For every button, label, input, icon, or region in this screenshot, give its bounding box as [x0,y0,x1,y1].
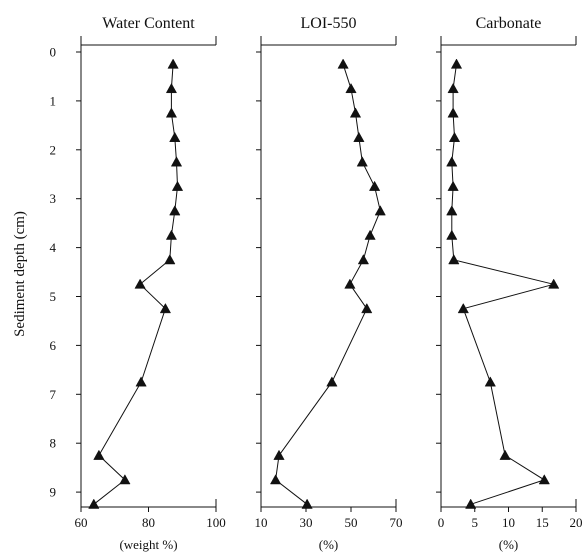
x-tick-label: 10 [502,515,515,530]
x-tick-label: 70 [390,515,403,530]
x-axis-label: (weight %) [119,537,177,552]
series-line [275,64,381,505]
panel-carbonate: Carbonate 0 5 10 15 20 (%) [436,15,583,552]
x-axis-label: (%) [499,537,519,552]
depth-tick-label: 4 [50,240,57,255]
x-tick-label: 10 [255,515,268,530]
data-point [368,180,381,191]
data-point [361,302,373,314]
data-point [135,376,147,387]
data-point [165,82,178,94]
data-point [93,449,105,460]
data-point [357,254,370,265]
data-point [171,180,184,191]
panel-title: Carbonate [476,15,542,32]
depth-tick-label: 9 [50,485,57,500]
panel-title: LOI-550 [301,15,357,32]
data-point [273,449,285,460]
depth-tick-label: 8 [50,436,57,451]
data-point [465,498,477,509]
panel-loi-550: LOI-550 10 30 50 70 (%) [255,15,403,552]
data-point [446,229,458,240]
data-point [447,82,459,94]
data-point [457,302,469,314]
depth-tick-label: 7 [50,387,57,402]
data-point [301,498,313,509]
x-tick-label: 80 [142,515,155,530]
data-point [344,278,356,289]
data-point [448,131,461,142]
data-point [484,376,496,387]
depth-tick-label: 0 [50,45,57,60]
x-tick-label: 60 [75,515,88,530]
x-tick-label: 50 [345,515,358,530]
x-tick-label: 0 [438,515,445,530]
depth-tick-label: 3 [50,191,57,206]
data-point [353,131,365,142]
data-point [167,58,179,69]
data-point [165,229,178,240]
depth-tick-label: 1 [50,93,57,108]
depth-axis-title: Sediment depth (cm) [12,211,28,337]
data-point [88,498,100,509]
x-tick-label: 15 [536,515,549,530]
depth-tick-label: 5 [50,289,57,304]
x-tick-label: 100 [206,515,226,530]
x-tick-label: 5 [472,515,479,530]
data-point [134,278,146,289]
x-axis-label: (%) [319,537,339,552]
depth-axis: 0 1 2 3 4 5 6 7 8 9 [50,45,57,500]
x-tick-label: 30 [300,515,313,530]
panel-title: Water Content [102,15,195,32]
data-point [356,156,368,167]
data-point [364,229,376,240]
data-point [345,82,357,94]
data-point [269,474,282,485]
data-point [538,474,550,485]
series-line [451,64,554,505]
series-line [93,64,179,505]
x-tick-label: 20 [570,515,583,530]
data-point [448,254,460,265]
data-point [349,107,362,118]
data-point [447,180,459,191]
data-point [499,449,511,460]
data-point [337,58,349,69]
data-point [326,376,338,387]
data-point [119,474,131,485]
data-point [450,58,463,69]
data-point [446,205,458,216]
depth-tick-label: 6 [50,338,57,353]
data-point [446,156,458,167]
data-point [159,302,172,314]
data-point [169,205,181,216]
data-point [170,156,183,167]
panel-water-content: Water Content 60 80 100 (weight %) [75,15,226,552]
data-point [164,254,176,265]
data-point [548,278,560,289]
data-point [447,107,459,118]
data-point [374,205,386,216]
depth-tick-label: 2 [50,142,57,157]
data-point [169,131,181,142]
data-point [165,107,178,118]
